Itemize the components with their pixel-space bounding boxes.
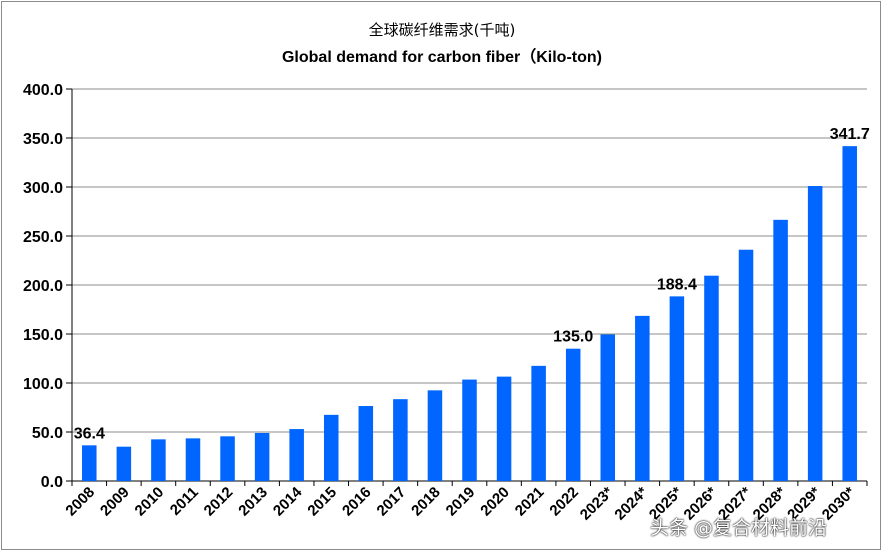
y-tick-label: 100.0 [23,376,63,393]
x-tick-label: 2018 [408,484,444,520]
chart-title: 全球碳纤维需求(千吨) [368,21,516,39]
bar-2010 [151,439,166,481]
y-tick-label: 300.0 [23,180,63,197]
chart-subtitle: Global demand for carbon fiber（Kilo-ton) [281,49,602,66]
x-tick-label: 2016 [339,484,375,520]
bar-2025* [669,296,685,481]
x-tick-label: 2024* [611,484,651,524]
bar-2019 [462,379,477,481]
bar-2020 [496,376,512,481]
data-label: 135.0 [553,329,593,346]
bar-2022 [565,348,581,481]
bar-2017 [393,399,408,481]
x-tick-label: 2021 [512,484,548,520]
bar-2021 [531,365,546,481]
x-tick-label: 2012 [201,484,237,520]
x-tick-label: 2010 [132,484,168,520]
bar-2029* [807,186,823,481]
data-label: 36.4 [74,425,105,442]
x-tick-label: 2008 [62,484,98,520]
bar-2023* [600,334,616,481]
x-tick-label: 2019 [443,484,479,520]
bar-2009 [116,446,132,481]
bar-2013 [254,432,270,481]
bar-2018 [427,390,443,481]
bar-2011 [185,438,201,481]
y-tick-label: 350.0 [23,131,63,148]
y-tick-label: 200.0 [23,278,63,295]
y-tick-label: 400.0 [23,82,63,99]
bar-2027* [738,249,754,481]
bar-2026* [704,275,719,481]
x-tick-label: 2015 [304,484,340,520]
bar-2016 [358,406,374,481]
x-tick-label: 2020 [477,484,513,520]
x-tick-label: 2022 [546,484,582,520]
x-tick-label: 2017 [374,484,410,520]
y-tick-label: 0.0 [41,474,63,491]
bar-2008 [82,445,97,481]
x-tick-label: 2011 [167,484,202,519]
watermark: 头条 @复合材料前沿 [650,517,828,539]
bar-2030* [842,146,857,481]
x-tick-label: 2023* [577,484,617,524]
x-tick-label: 2013 [235,484,271,520]
y-tick-label: 150.0 [23,327,63,344]
data-label: 341.7 [830,126,870,143]
bar-2012 [220,436,235,481]
bar-2015 [323,414,339,481]
x-tick-label: 2009 [97,484,133,520]
data-label: 188.4 [657,276,697,293]
y-tick-label: 250.0 [23,229,63,246]
bar-2024* [635,315,650,481]
y-tick-label: 50.0 [32,425,63,442]
bar-2014 [289,429,304,481]
x-tick-label: 2014 [270,483,306,519]
bar-2028* [773,219,788,481]
